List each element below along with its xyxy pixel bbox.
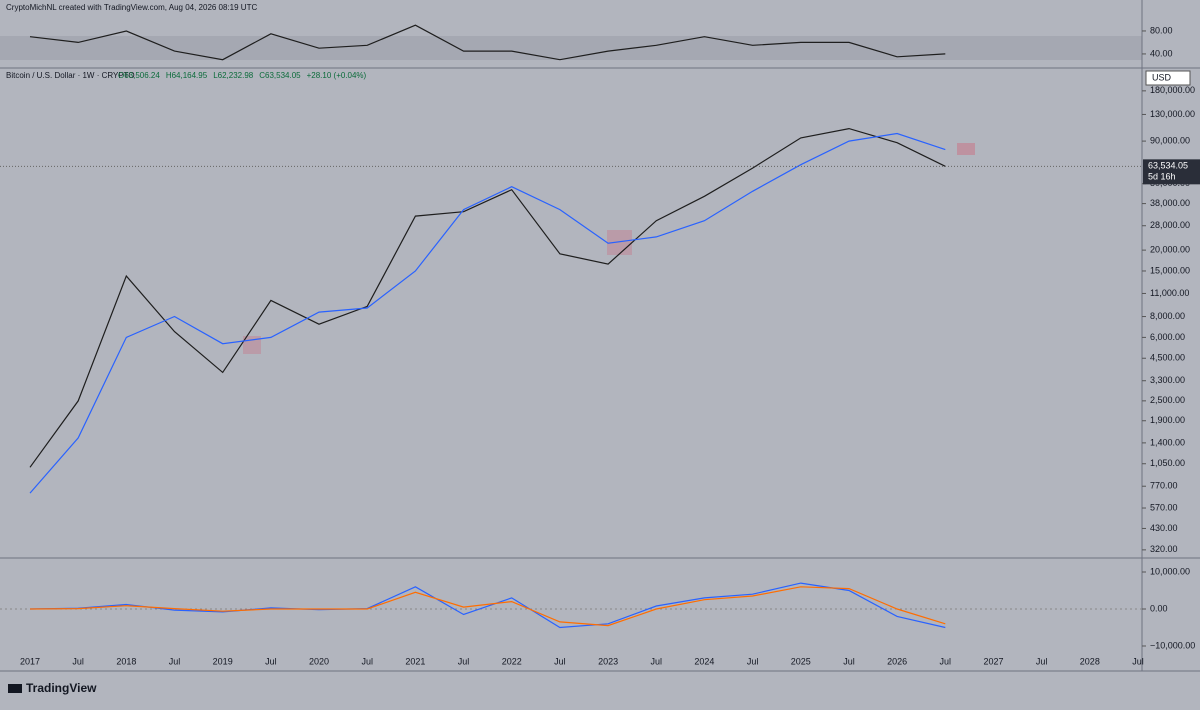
x-tick-label: Jul bbox=[747, 656, 759, 666]
y-tick-label: 320.00 bbox=[1150, 544, 1178, 554]
currency-box[interactable] bbox=[1145, 70, 1191, 86]
highlight-box bbox=[957, 143, 975, 155]
y-tick-label: 15,000.00 bbox=[1150, 265, 1190, 275]
y-tick-label: 20,000.00 bbox=[1150, 244, 1190, 254]
series-line bbox=[29, 24, 946, 61]
x-tick-label: 2025 bbox=[791, 656, 811, 666]
x-tick-label: 2020 bbox=[309, 656, 329, 666]
y-tick-label: 2,500.00 bbox=[1150, 395, 1185, 405]
y-tick-label: 130,000.00 bbox=[1150, 109, 1195, 119]
x-tick-label: Jul bbox=[651, 656, 663, 666]
y-tick-label: 8,000.00 bbox=[1150, 311, 1185, 321]
ohlc-value: +28.10 (+0.04%) bbox=[307, 71, 367, 80]
x-tick-label: 2028 bbox=[1080, 656, 1100, 666]
series-line bbox=[29, 127, 946, 468]
x-tick-label: Jul bbox=[940, 656, 952, 666]
y-tick-label: 28,000.00 bbox=[1150, 220, 1190, 230]
currency: USD bbox=[1152, 72, 1172, 82]
y-tick-label: 3,300.00 bbox=[1150, 375, 1185, 385]
y-tick-label: 770.00 bbox=[1150, 481, 1178, 491]
x-tick-label: Jul bbox=[72, 656, 84, 666]
x-tick-label: 2019 bbox=[213, 656, 233, 666]
x-tick-label: 2022 bbox=[502, 656, 522, 666]
x-tick-label: Jul bbox=[1036, 656, 1048, 666]
y-tick-label: 1,900.00 bbox=[1150, 415, 1185, 425]
x-tick-label: 2018 bbox=[116, 656, 136, 666]
y-tick-label: 0.00 bbox=[1150, 603, 1168, 613]
series-line bbox=[29, 132, 946, 494]
ohlc-value: O63,506.24 bbox=[118, 71, 160, 80]
x-tick-label: Jul bbox=[265, 656, 277, 666]
y-tick-label: 11,000.00 bbox=[1150, 288, 1189, 298]
x-tick-label: Jul bbox=[361, 656, 373, 666]
price-box bbox=[1143, 159, 1200, 185]
x-tick-label: 2021 bbox=[405, 656, 425, 666]
ohlc-value: L62,232.98 bbox=[213, 71, 254, 80]
header: CryptoMichNL created with TradingView.co… bbox=[6, 3, 257, 12]
ohlc-value: C63,534.05 bbox=[259, 71, 301, 80]
x-tick-label: Jul bbox=[554, 656, 566, 666]
y-tick-label: 1,400.00 bbox=[1150, 437, 1185, 447]
x-tick-label: 2027 bbox=[983, 656, 1003, 666]
x-tick-label: 2017 bbox=[20, 656, 40, 666]
countdown: 5d 16h bbox=[1148, 172, 1176, 182]
x-tick-label: Jul bbox=[458, 656, 470, 666]
y-tick-label: 80.00 bbox=[1150, 25, 1173, 35]
y-tick-label: 4,500.00 bbox=[1150, 353, 1185, 363]
y-tick-label: 180,000.00 bbox=[1150, 85, 1195, 95]
y-tick-label: 430.00 bbox=[1150, 523, 1178, 533]
x-tick-label: 2024 bbox=[694, 656, 714, 666]
logo bbox=[8, 684, 22, 693]
x-tick-label: Jul bbox=[843, 656, 855, 666]
x-tick-label: Jul bbox=[169, 656, 181, 666]
ohlc-legend: O63,506.24 H64,164.95 L62,232.98 C63,534.05… bbox=[118, 71, 367, 80]
rsi-band bbox=[0, 36, 1142, 60]
footer-brand: TradingView bbox=[26, 681, 97, 695]
y-tick-label: 40.00 bbox=[1150, 48, 1173, 58]
y-tick-label: −10,000.00 bbox=[1150, 640, 1195, 650]
series-line bbox=[29, 586, 946, 627]
y-tick-label: 38,000.00 bbox=[1150, 198, 1190, 208]
price-label: 63,534.05 bbox=[1148, 161, 1188, 171]
y-tick-label: 10,000.00 bbox=[1150, 566, 1190, 576]
y-tick-label: 6,000.00 bbox=[1150, 332, 1185, 342]
x-tick-label: Jul bbox=[1132, 656, 1144, 666]
ohlc-value: H64,164.95 bbox=[166, 71, 208, 80]
y-tick-label: 570.00 bbox=[1150, 502, 1178, 512]
series-line bbox=[29, 582, 946, 629]
x-tick-label: 2023 bbox=[598, 656, 618, 666]
footer bbox=[0, 676, 1200, 705]
y-tick-label: 1,050.00 bbox=[1150, 458, 1185, 468]
y-tick-label: 90,000.00 bbox=[1150, 135, 1190, 145]
x-tick-label: 2026 bbox=[887, 656, 907, 666]
symbol: Bitcoin / U.S. Dollar · 1W · CRYPTO bbox=[6, 71, 135, 80]
